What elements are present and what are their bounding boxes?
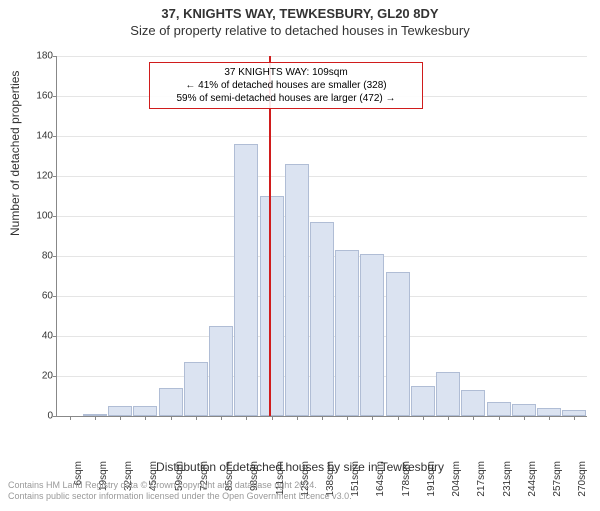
x-tick-mark — [499, 416, 500, 420]
x-tick-mark — [322, 416, 323, 420]
x-tick-mark — [171, 416, 172, 420]
x-tick-mark — [272, 416, 273, 420]
y-tick-label: 60 — [27, 291, 53, 302]
chart-area: 0204060801001201401601806sqm19sqm32sqm45… — [56, 56, 586, 416]
x-tick-mark — [398, 416, 399, 420]
y-tick-mark — [53, 56, 57, 57]
x-tick-mark — [196, 416, 197, 420]
histogram-bar — [184, 362, 208, 416]
title-address: 37, KNIGHTS WAY, TEWKESBURY, GL20 8DY — [0, 6, 600, 21]
histogram-bar — [512, 404, 536, 416]
footer-line1: Contains HM Land Registry data © Crown c… — [8, 480, 352, 491]
x-tick-mark — [423, 416, 424, 420]
histogram-bar — [436, 372, 460, 416]
footer-line2: Contains public sector information licen… — [8, 491, 352, 502]
annotation-box: 37 KNIGHTS WAY: 109sqm← 41% of detached … — [149, 62, 423, 109]
gridline — [57, 136, 587, 137]
x-tick-mark — [120, 416, 121, 420]
x-tick-mark — [145, 416, 146, 420]
histogram-bar — [159, 388, 183, 416]
annotation-line: 37 KNIGHTS WAY: 109sqm — [156, 66, 416, 79]
x-tick-mark — [524, 416, 525, 420]
gridline — [57, 216, 587, 217]
histogram-bar — [108, 406, 132, 416]
x-axis-label: Distribution of detached houses by size … — [0, 460, 600, 474]
x-tick-mark — [473, 416, 474, 420]
x-tick-mark — [549, 416, 550, 420]
x-tick-mark — [347, 416, 348, 420]
y-tick-mark — [53, 416, 57, 417]
y-tick-label: 0 — [27, 411, 53, 422]
annotation-line: ← 41% of detached houses are smaller (32… — [156, 79, 416, 92]
y-tick-label: 80 — [27, 251, 53, 262]
histogram-bar — [360, 254, 384, 416]
title-subtitle: Size of property relative to detached ho… — [0, 23, 600, 38]
histogram-bar — [537, 408, 561, 416]
y-tick-label: 180 — [27, 51, 53, 62]
y-tick-mark — [53, 296, 57, 297]
y-tick-label: 120 — [27, 171, 53, 182]
x-tick-mark — [95, 416, 96, 420]
y-tick-label: 100 — [27, 211, 53, 222]
y-tick-label: 40 — [27, 331, 53, 342]
reference-line — [269, 56, 271, 416]
gridline — [57, 176, 587, 177]
gridline — [57, 56, 587, 57]
x-tick-mark — [448, 416, 449, 420]
histogram-plot: 0204060801001201401601806sqm19sqm32sqm45… — [56, 56, 587, 417]
histogram-bar — [133, 406, 157, 416]
y-tick-mark — [53, 176, 57, 177]
x-tick-mark — [372, 416, 373, 420]
y-tick-mark — [53, 96, 57, 97]
y-tick-label: 160 — [27, 91, 53, 102]
y-tick-mark — [53, 256, 57, 257]
histogram-bar — [386, 272, 410, 416]
histogram-bar — [209, 326, 233, 416]
histogram-bar — [461, 390, 485, 416]
x-tick-mark — [246, 416, 247, 420]
x-tick-mark — [297, 416, 298, 420]
annotation-line: 59% of semi-detached houses are larger (… — [156, 92, 416, 105]
y-tick-label: 20 — [27, 371, 53, 382]
y-tick-mark — [53, 216, 57, 217]
histogram-bar — [285, 164, 309, 416]
histogram-bar — [310, 222, 334, 416]
histogram-bar — [335, 250, 359, 416]
x-tick-mark — [221, 416, 222, 420]
histogram-bar — [234, 144, 258, 416]
histogram-bar — [411, 386, 435, 416]
y-tick-mark — [53, 376, 57, 377]
y-axis-label: Number of detached properties — [8, 71, 22, 236]
x-tick-mark — [574, 416, 575, 420]
histogram-bar — [260, 196, 284, 416]
footer-attribution: Contains HM Land Registry data © Crown c… — [8, 480, 352, 502]
histogram-bar — [487, 402, 511, 416]
x-tick-mark — [70, 416, 71, 420]
y-tick-mark — [53, 136, 57, 137]
y-tick-mark — [53, 336, 57, 337]
y-tick-label: 140 — [27, 131, 53, 142]
